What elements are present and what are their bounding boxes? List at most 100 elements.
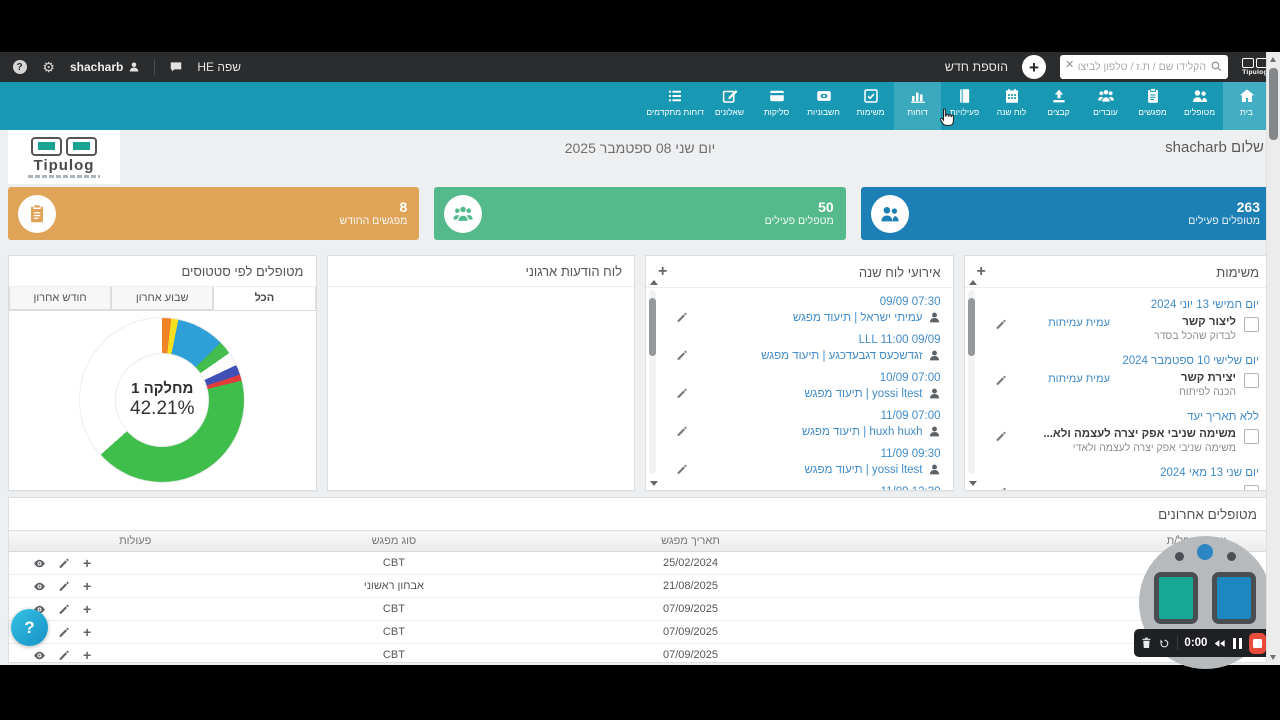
nav-item-employees[interactable]: עובדים	[1082, 82, 1129, 130]
edit-icon[interactable]	[676, 349, 689, 362]
task-checkbox[interactable]	[1244, 485, 1259, 490]
scrollbar-thumb[interactable]	[1269, 68, 1278, 140]
scroll-down-icon[interactable]	[1270, 655, 1276, 660]
add-session-icon[interactable]: +	[83, 647, 92, 663]
edit-icon[interactable]	[676, 387, 689, 400]
scroll-up-icon[interactable]	[968, 280, 977, 285]
nav-item-meetings[interactable]: מפגשים	[1129, 82, 1176, 130]
add-new-label[interactable]: הוספת חדש	[944, 60, 1008, 74]
add-session-icon[interactable]: +	[83, 555, 92, 571]
nav-item-payments[interactable]: סליקות	[753, 82, 800, 130]
edit-icon[interactable]	[676, 425, 689, 438]
edit-icon[interactable]	[58, 603, 71, 616]
nav-item-invoices[interactable]: חשבוניות	[800, 82, 847, 130]
tasks-panel: משימות + יום חמישי 13 יוני 2024 ליצור קש…	[963, 255, 1272, 491]
table-row[interactable]: 21/08/2025 אבחון ראשוני +	[9, 574, 1271, 598]
event-link[interactable]: זגדשכעס דגבעדכגע | תיעוד מפגש	[761, 349, 923, 362]
nav-item-files[interactable]: קבצים	[1035, 82, 1082, 130]
add-session-icon[interactable]: +	[83, 601, 92, 617]
scroll-up-icon[interactable]	[650, 280, 658, 285]
tab-last-month[interactable]: חודש אחרון	[8, 287, 112, 310]
nav-item-calendar[interactable]: לוח שנה	[988, 82, 1035, 130]
edit-icon[interactable]	[995, 318, 1008, 331]
edit-icon[interactable]	[58, 557, 71, 570]
task-title[interactable]: משימה שניבי אפק יצרה לעצמה ולא...	[1043, 428, 1236, 440]
table-row[interactable]: 07/09/2025 CBT +	[9, 597, 1271, 621]
stat-card-active-patients[interactable]: 263 מטופלים פעילים	[860, 187, 1272, 240]
table-row[interactable]: 07/09/2025 CBT +	[9, 620, 1271, 644]
add-session-icon[interactable]: +	[83, 624, 92, 640]
info-icon[interactable]: ?	[12, 60, 27, 75]
nav-item-activities[interactable]: פעילויות	[941, 82, 988, 130]
add-task-button[interactable]: +	[976, 263, 986, 280]
task-group-date: יום חמישי 13 יוני 2024	[1150, 299, 1259, 311]
task-checkbox[interactable]	[1244, 373, 1259, 388]
edit-icon[interactable]	[58, 649, 71, 662]
delete-recording-icon[interactable]	[1141, 636, 1152, 650]
scroll-up-icon[interactable]	[1270, 57, 1276, 62]
event-link[interactable]: עמיתי ישראל | תיעוד מפגש	[792, 311, 923, 324]
task-assignee-link[interactable]: עמית עמיתות	[1048, 373, 1110, 385]
table-row[interactable]: 07/09/2025 CBT +	[9, 643, 1271, 667]
add-event-button[interactable]: +	[658, 263, 668, 280]
rewind-icon[interactable]	[1214, 638, 1226, 649]
event-link[interactable]: yossi ltest | תיעוד מפגש	[804, 387, 923, 400]
user-menu[interactable]: shacharb	[70, 60, 140, 74]
events-scrollbar[interactable]	[649, 290, 656, 474]
user-name: shacharb	[70, 60, 124, 74]
event-time: LLL 11:00 09/09	[858, 334, 941, 346]
cell-date: 25/02/2024	[526, 551, 855, 575]
edit-icon[interactable]	[676, 463, 689, 476]
task-checkbox[interactable]	[1244, 317, 1259, 332]
nav-item-advanced-reports[interactable]: דוחות מתקדמים	[644, 82, 706, 130]
table-row[interactable]: 25/02/2024 CBT +	[9, 551, 1271, 575]
add-new-button[interactable]: +	[1022, 55, 1046, 79]
event-link[interactable]: huxh huxh | תיעוד מפגש	[801, 425, 923, 438]
event-link[interactable]: yossi ltest | תיעוד מפגש	[804, 463, 923, 476]
nav-item-questionnaires[interactable]: שאלונים	[706, 82, 753, 130]
stat-card-sessions-month[interactable]: 8 מפגשים החודש	[8, 187, 420, 240]
pause-icon[interactable]	[1233, 637, 1242, 649]
tab-last-week[interactable]: שבוע אחרון	[111, 287, 214, 310]
edit-icon[interactable]	[995, 430, 1008, 443]
task-title[interactable]: יצירת קשר	[1180, 372, 1236, 384]
stop-recording-button[interactable]	[1248, 632, 1267, 654]
edit-icon[interactable]	[995, 374, 1008, 387]
task-title[interactable]: ליצור קשר	[1182, 316, 1236, 328]
tipulog-mini-logo[interactable]: Tipulog	[1242, 58, 1268, 76]
global-search: ✕	[1060, 55, 1228, 79]
tipulog-logo[interactable]: Tipulog	[8, 130, 120, 184]
stat-card-active-therapists[interactable]: 50 מטפלים פעילים	[434, 187, 846, 240]
task-assignee-link[interactable]: עמית עמיתות	[1048, 317, 1110, 329]
view-icon[interactable]	[33, 649, 46, 662]
edit-icon[interactable]	[676, 311, 689, 324]
status-donut[interactable]: מחלקה 1 42.21%	[80, 318, 245, 482]
scroll-down-icon[interactable]	[650, 481, 658, 486]
chat-icon[interactable]	[169, 60, 183, 74]
add-session-icon[interactable]: +	[83, 578, 92, 594]
nav-item-patients[interactable]: מטופלים	[1176, 82, 1223, 130]
nav-item-home[interactable]: בית	[1223, 82, 1270, 130]
search-input[interactable]	[1060, 55, 1228, 79]
help-button[interactable]: ?	[11, 609, 48, 646]
view-icon[interactable]	[33, 580, 46, 593]
nav-item-reports[interactable]: דוחות	[894, 82, 941, 130]
letterbox-top	[0, 0, 1280, 52]
therapists-icon	[444, 194, 483, 233]
page-scrollbar[interactable]	[1266, 52, 1280, 665]
logo-tagline	[28, 174, 100, 178]
edit-icon[interactable]	[995, 486, 1008, 491]
edit-icon[interactable]	[58, 626, 71, 639]
nav-item-tasks[interactable]: משימות	[847, 82, 894, 130]
gear-icon[interactable]: ⚙	[42, 59, 55, 75]
recent-patients-title: מטופלים אחרונים	[1158, 507, 1257, 522]
language-switcher[interactable]: שפה HE	[197, 60, 242, 74]
restart-recording-icon[interactable]	[1159, 637, 1170, 650]
task-checkbox[interactable]	[1244, 429, 1259, 444]
scroll-down-icon[interactable]	[968, 481, 977, 486]
tab-all[interactable]: הכל	[213, 287, 316, 310]
clear-search-icon[interactable]: ✕	[1065, 59, 1075, 71]
view-icon[interactable]	[33, 557, 46, 570]
edit-icon[interactable]	[58, 580, 71, 593]
tasks-scrollbar[interactable]	[967, 290, 975, 474]
